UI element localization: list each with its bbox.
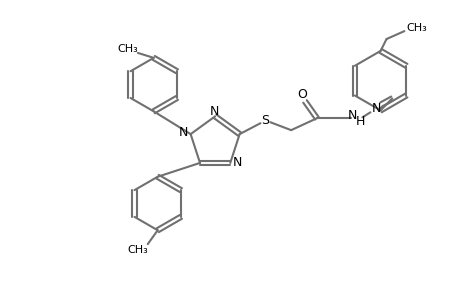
Text: H: H [355, 115, 364, 128]
Text: N: N [209, 105, 218, 118]
Text: CH₃: CH₃ [405, 23, 425, 33]
Text: CH₃: CH₃ [118, 44, 138, 54]
Text: N: N [371, 102, 380, 115]
Text: N: N [232, 156, 241, 170]
Text: N: N [179, 126, 188, 139]
Text: O: O [297, 88, 306, 101]
Text: S: S [261, 114, 269, 127]
Text: CH₃: CH₃ [127, 245, 148, 255]
Text: N: N [347, 109, 357, 122]
